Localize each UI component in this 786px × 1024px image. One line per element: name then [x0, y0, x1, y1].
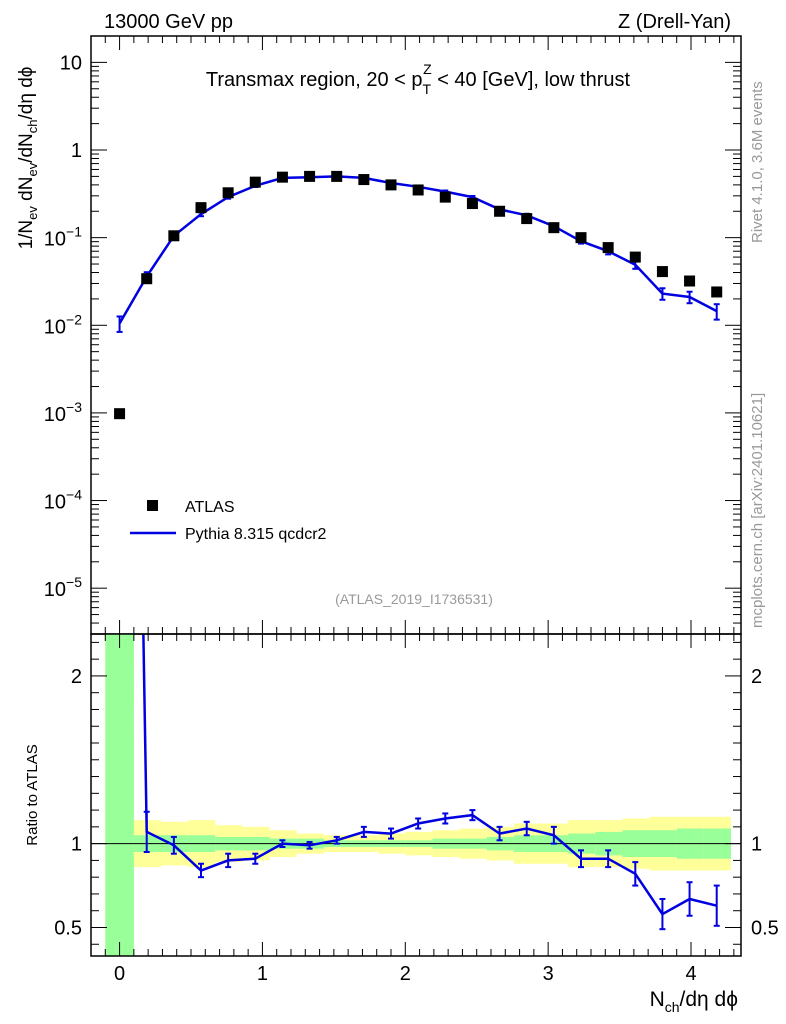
ratio-y-tick-label-right: 1 [751, 834, 762, 856]
atlas-marker [114, 408, 126, 420]
atlas-marker [412, 184, 424, 196]
main-y-tick-label: 10−5 [44, 574, 82, 601]
ratio-y-tick-label-right: 2 [751, 666, 762, 688]
atlas-marker [195, 202, 207, 214]
atlas-marker [711, 286, 723, 298]
main-y-tick-label: 10−4 [44, 487, 82, 514]
main-y-tick-exponent: −4 [66, 487, 82, 503]
main-y-tick-exponent: −3 [66, 399, 82, 415]
main-ylabel: 1/Nev dNev/dNch/dη dϕ [16, 67, 40, 250]
atlas-marker [439, 191, 451, 203]
title-pre: Transmax region, 20 < p [206, 69, 423, 91]
x-tick-label: 4 [685, 963, 696, 985]
ratio-y-tick-label: 0.5 [54, 917, 82, 939]
atlas-marker [331, 170, 343, 182]
legend-atlas-marker [147, 500, 158, 511]
main-frame [90, 35, 742, 635]
main-y-tick-exponent: −2 [66, 311, 82, 327]
atlas-marker [141, 273, 153, 285]
ratio-line [142, 634, 718, 916]
ratio-series [142, 634, 720, 931]
atlas-marker [602, 242, 614, 254]
header-right: Z (Drell-Yan) [618, 11, 731, 33]
ratio-ylabel: Ratio to ATLAS [24, 744, 41, 845]
x-tick-label: 0 [114, 963, 125, 985]
ratio-y-tick-label: 1 [71, 834, 82, 856]
atlas-marker [656, 266, 668, 278]
atlas-marker [494, 205, 506, 217]
atlas-marker [466, 198, 478, 210]
ratio-frame [90, 633, 742, 957]
atlas-marker [548, 222, 560, 234]
atlas-marker [521, 213, 533, 225]
atlas-marker [168, 230, 180, 242]
title-post: < 40 [GeV], low thrust [432, 69, 631, 91]
legend-atlas-label: ATLAS [185, 499, 235, 516]
atlas-marker [222, 187, 234, 199]
main-y-tick-label: 10 [60, 52, 82, 74]
x-axis-label: Nch/dη dϕ [650, 988, 738, 1015]
atlas-marker [249, 176, 261, 188]
main-y-tick-label: 1 [71, 140, 82, 162]
atlas-marker [575, 232, 587, 244]
x-tick-label: 1 [257, 963, 268, 985]
atlas-marker [276, 171, 288, 183]
x-tick-label: 3 [543, 963, 554, 985]
atlas-marker [629, 251, 641, 263]
side-label-mcplots: mcplots.cern.ch [arXiv:2401.10621] [749, 393, 766, 628]
title-sub: T [423, 81, 432, 97]
x-tick-label: 2 [400, 963, 411, 985]
ratio-panel [91, 634, 741, 956]
main-y-tick-label: 10−1 [44, 224, 82, 251]
main-y-tick-label: 10−3 [44, 399, 82, 426]
main-panel [114, 170, 723, 420]
main-y-tick-base: 10 [44, 404, 66, 426]
main-y-tick-base: 10 [44, 316, 66, 338]
ratio-stat-band [105, 634, 134, 956]
main-y-tick-base: 10 [44, 229, 66, 251]
legend-pythia-label: Pythia 8.315 qcdcr2 [185, 526, 327, 543]
atlas-marker [358, 174, 370, 186]
pythia-line [118, 175, 718, 325]
atlas-marker [385, 179, 397, 191]
main-y-tick-base: 10 [44, 492, 66, 514]
title-sup: Z [423, 61, 432, 77]
header-left: 13000 GeV pp [104, 11, 233, 33]
main-title: Transmax region, 20 < pTZ < 40 [GeV], lo… [206, 61, 631, 97]
side-label-rivet: Rivet 4.1.0, 3.6M events [749, 81, 766, 243]
main-y-tick-label: 10−2 [44, 311, 82, 338]
reference-label: (ATLAS_2019_I1736531) [335, 591, 493, 607]
ratio-y-tick-label: 2 [71, 666, 82, 688]
atlas-marker [684, 275, 696, 287]
ratio-axes: 0.5 0.5 1 1 2 2 0 1 2 3 4 [54, 634, 779, 985]
main-y-tick-exponent: −5 [66, 574, 82, 590]
legend: ATLAS Pythia 8.315 qcdcr2 [130, 499, 327, 543]
ratio-y-tick-label-right: 0.5 [751, 917, 779, 939]
atlas-marker [304, 170, 316, 182]
main-y-tick-base: 10 [44, 579, 66, 601]
main-y-tick-exponent: −1 [66, 224, 82, 240]
